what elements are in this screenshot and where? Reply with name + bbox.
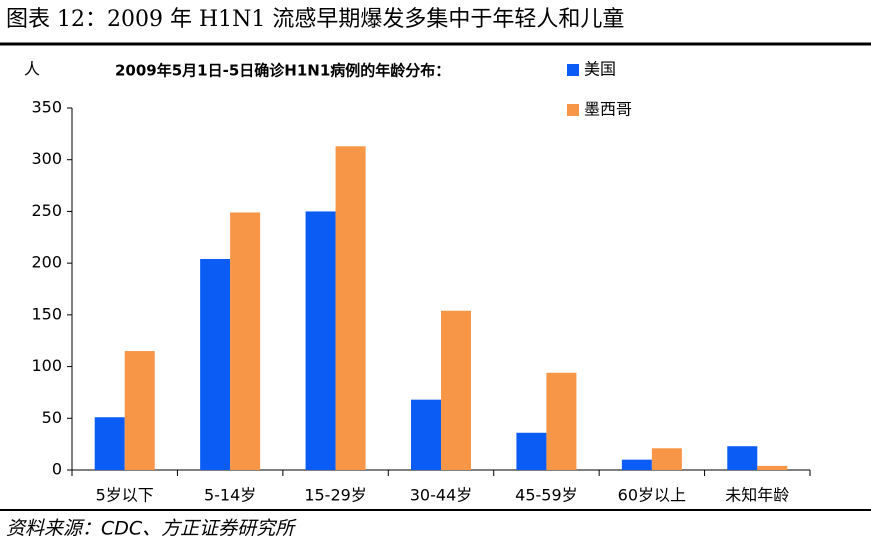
y-tick-label: 200 — [31, 253, 62, 272]
bar — [727, 446, 758, 470]
x-tick-label: 5-14岁 — [204, 486, 256, 505]
y-tick-label: 100 — [31, 356, 62, 375]
y-tick-label: 50 — [42, 408, 62, 427]
bar — [335, 146, 366, 471]
y-tick-label: 0 — [52, 460, 62, 479]
y-axis-label: 人 — [24, 60, 40, 79]
y-tick-label: 350 — [31, 98, 62, 117]
bar — [621, 459, 652, 470]
page-title: 图表 12：2009 年 H1N1 流感早期爆发多集中于年轻人和儿童 — [6, 7, 624, 32]
y-tick-label: 150 — [31, 304, 62, 323]
y-tick-label: 250 — [31, 201, 62, 220]
legend-label: 美国 — [584, 60, 616, 79]
x-tick-label: 未知年龄 — [725, 486, 789, 505]
bar — [546, 372, 577, 470]
bar — [94, 417, 125, 470]
x-tick-label: 15-29岁 — [304, 486, 367, 505]
bar — [441, 310, 471, 470]
bar — [516, 432, 547, 470]
bar — [230, 212, 261, 470]
chart-title: 2009年5月1日-5日确诊H1N1病例的年龄分布： — [115, 62, 450, 80]
x-tick-label: 30-44岁 — [410, 486, 473, 505]
bar — [651, 448, 682, 470]
y-tick-label: 300 — [31, 149, 62, 168]
x-tick-label: 5岁以下 — [96, 486, 154, 505]
bar — [124, 351, 155, 470]
bar — [305, 211, 336, 470]
bar — [200, 259, 231, 470]
legend-swatch — [567, 64, 579, 76]
bar — [411, 399, 441, 470]
bar — [757, 465, 788, 470]
x-tick-label: 45-59岁 — [515, 486, 578, 505]
legend-label: 墨西哥 — [584, 100, 632, 119]
x-tick-label: 60岁以上 — [618, 486, 686, 505]
source: 资料来源：CDC、方正证券研究所 — [6, 518, 297, 540]
legend-swatch — [567, 104, 579, 116]
